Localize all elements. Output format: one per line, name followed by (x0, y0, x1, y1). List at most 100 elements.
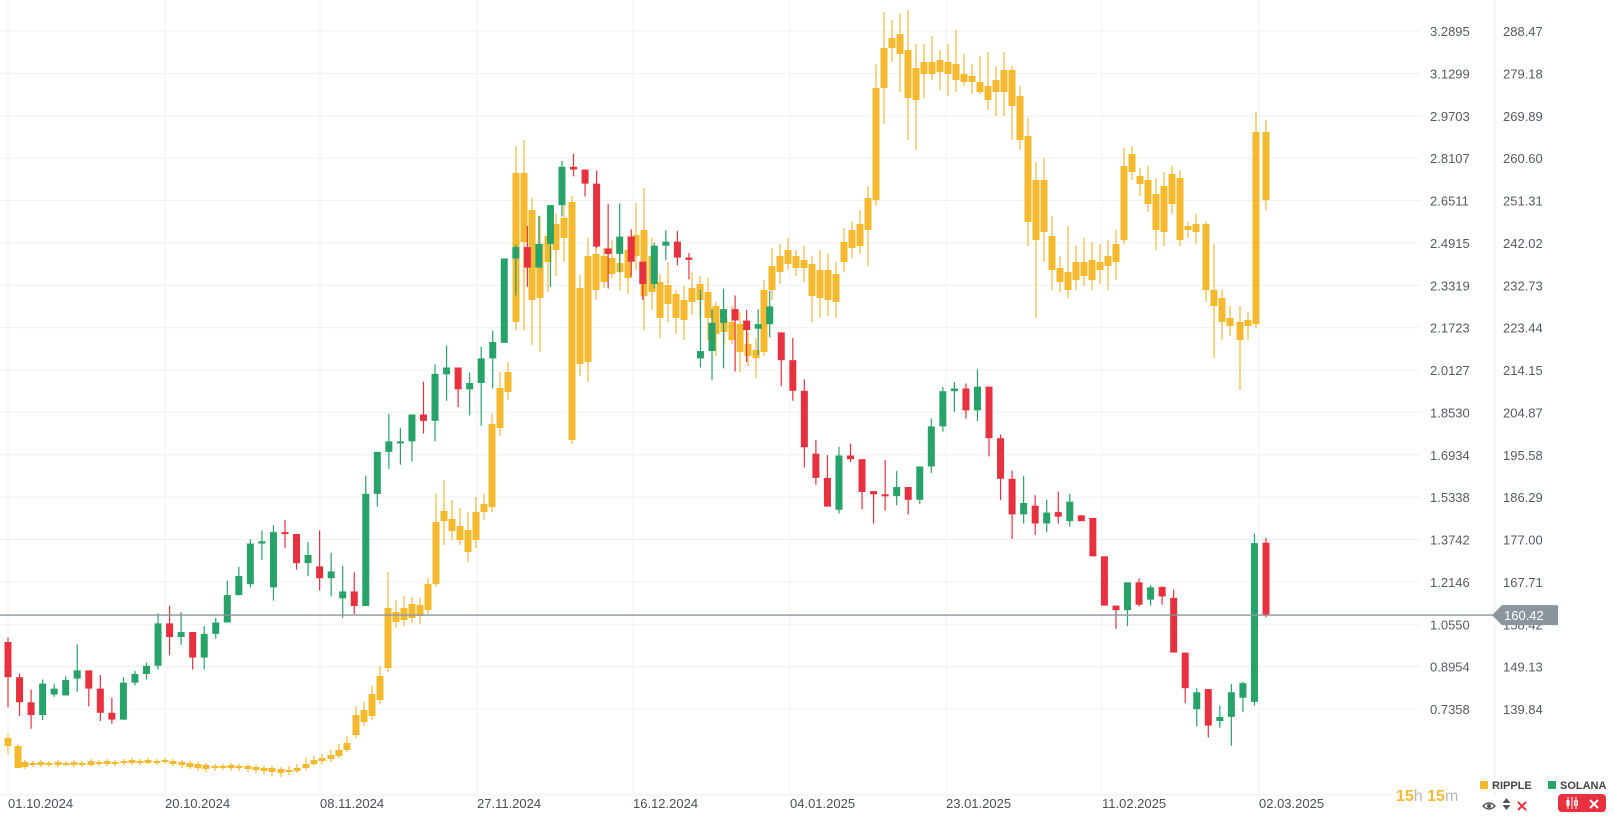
ripple-candle[interactable] (1032, 162, 1040, 318)
ripple-candle[interactable] (1144, 166, 1152, 212)
ripple-candle[interactable] (496, 372, 504, 436)
solana-candle[interactable] (316, 530, 324, 591)
ripple-candle[interactable] (784, 238, 792, 270)
solana-candle[interactable] (454, 367, 462, 408)
ripple-candle[interactable] (29, 761, 37, 767)
solana-candle[interactable] (339, 565, 347, 618)
solana-candle[interactable] (1170, 589, 1178, 653)
ripple-candle[interactable] (277, 767, 285, 777)
solana-candle[interactable] (754, 309, 762, 356)
ripple-candle[interactable] (672, 290, 680, 334)
ripple-candle[interactable] (744, 332, 752, 366)
ripple-candle[interactable] (45, 761, 53, 767)
ripple-candle[interactable] (520, 140, 528, 330)
solana-candle[interactable] (973, 369, 981, 422)
solana-candle[interactable] (385, 414, 393, 469)
ripple-candle[interactable] (760, 280, 768, 356)
ripple-candle[interactable] (832, 262, 840, 318)
solana-candle[interactable] (1054, 491, 1062, 524)
solana-candle[interactable] (1089, 518, 1097, 557)
solana-candle[interactable] (639, 261, 647, 300)
solana-candle[interactable] (443, 345, 451, 401)
ripple-candle[interactable] (1152, 178, 1160, 250)
solana-candle[interactable] (904, 486, 912, 515)
ripple-candle[interactable] (928, 36, 936, 80)
ripple-candle[interactable] (384, 572, 392, 672)
solana-candle[interactable] (523, 226, 531, 287)
legend-solana[interactable]: SOLANA (1548, 780, 1606, 792)
ripple-candle[interactable] (680, 286, 688, 340)
solana-candle[interactable] (731, 295, 739, 372)
ripple-candle[interactable] (528, 198, 536, 345)
solana-candle[interactable] (870, 491, 878, 524)
ripple-candle[interactable] (800, 246, 808, 282)
ripple-candle[interactable] (888, 20, 896, 62)
solana-candle[interactable] (743, 310, 751, 363)
ripple-candle[interactable] (480, 494, 488, 520)
solana-candle[interactable] (1158, 586, 1166, 605)
ripple-candle[interactable] (360, 702, 368, 726)
ripple-candle[interactable] (310, 756, 318, 766)
solana-candle[interactable] (593, 170, 601, 249)
ripple-candle[interactable] (1072, 246, 1080, 290)
ripple-candle[interactable] (752, 338, 760, 378)
ripple-candle[interactable] (14, 744, 22, 768)
ripple-candle[interactable] (848, 222, 856, 258)
ripple-candle[interactable] (169, 759, 177, 766)
ripple-candle[interactable] (1218, 290, 1226, 340)
solana-candle[interactable] (997, 434, 1005, 501)
ripple-candle[interactable] (260, 766, 268, 774)
ripple-candle[interactable] (302, 758, 310, 770)
ripple-candle[interactable] (1096, 244, 1104, 284)
ripple-candle[interactable] (285, 766, 293, 775)
ripple-candle[interactable] (1000, 52, 1008, 116)
ripple-candle[interactable] (136, 759, 144, 765)
solana-candle[interactable] (535, 215, 543, 268)
ripple-candle[interactable] (424, 578, 432, 614)
ripple-candle[interactable] (343, 736, 351, 752)
ripple-candle[interactable] (227, 763, 235, 771)
ripple-candle[interactable] (1064, 226, 1072, 298)
ripple-candle[interactable] (880, 12, 888, 124)
candlestick-type-icon[interactable] (1565, 797, 1579, 809)
ripple-candle[interactable] (392, 600, 400, 628)
ripple-candle[interactable] (62, 761, 70, 766)
ripple-candle[interactable] (1244, 312, 1252, 340)
ripple-candle[interactable] (552, 214, 560, 276)
solana-candle[interactable] (396, 428, 404, 465)
solana-candle[interactable] (650, 242, 658, 289)
ripple-candle[interactable] (335, 744, 343, 758)
solana-candle[interactable] (696, 289, 704, 368)
solana-candle[interactable] (235, 566, 243, 596)
solana-candle[interactable] (1066, 493, 1074, 527)
ripple-candle[interactable] (768, 248, 776, 300)
ripple-candle[interactable] (1016, 86, 1024, 150)
solana-candle[interactable] (466, 372, 474, 416)
ripple-candle[interactable] (1192, 214, 1200, 244)
ripple-candle[interactable] (944, 44, 952, 96)
ripple-candle[interactable] (992, 66, 1000, 116)
ripple-candle[interactable] (1024, 118, 1032, 246)
solana-candle[interactable] (177, 611, 185, 645)
solana-candle[interactable] (131, 670, 139, 686)
solana-candle[interactable] (916, 466, 924, 504)
eye-icon[interactable] (1482, 798, 1496, 810)
ripple-candle[interactable] (128, 758, 136, 765)
ripple-candle[interactable] (536, 216, 544, 352)
solana-candle[interactable] (154, 613, 162, 670)
ripple-candle[interactable] (1236, 306, 1244, 390)
solana-candle[interactable] (985, 386, 993, 457)
solana-candle[interactable] (800, 379, 808, 468)
solana-candle[interactable] (708, 309, 716, 381)
ripple-candle[interactable] (219, 764, 227, 770)
solana-candle[interactable] (1112, 605, 1120, 629)
ripple-candle[interactable] (78, 761, 86, 767)
ripple-candle[interactable] (1080, 238, 1088, 286)
solana-candle[interactable] (581, 169, 589, 197)
ripple-candle[interactable] (808, 256, 816, 322)
solana-candle[interactable] (685, 253, 693, 280)
reorder-arrows-icon[interactable] (1502, 797, 1511, 810)
y-axis-solana[interactable]: 288.47 279.18 269.89 260.60 251.31 242.02 232.… (1503, 24, 1543, 717)
solana-candle[interactable] (789, 337, 797, 401)
ripple-candle[interactable] (1136, 168, 1144, 196)
